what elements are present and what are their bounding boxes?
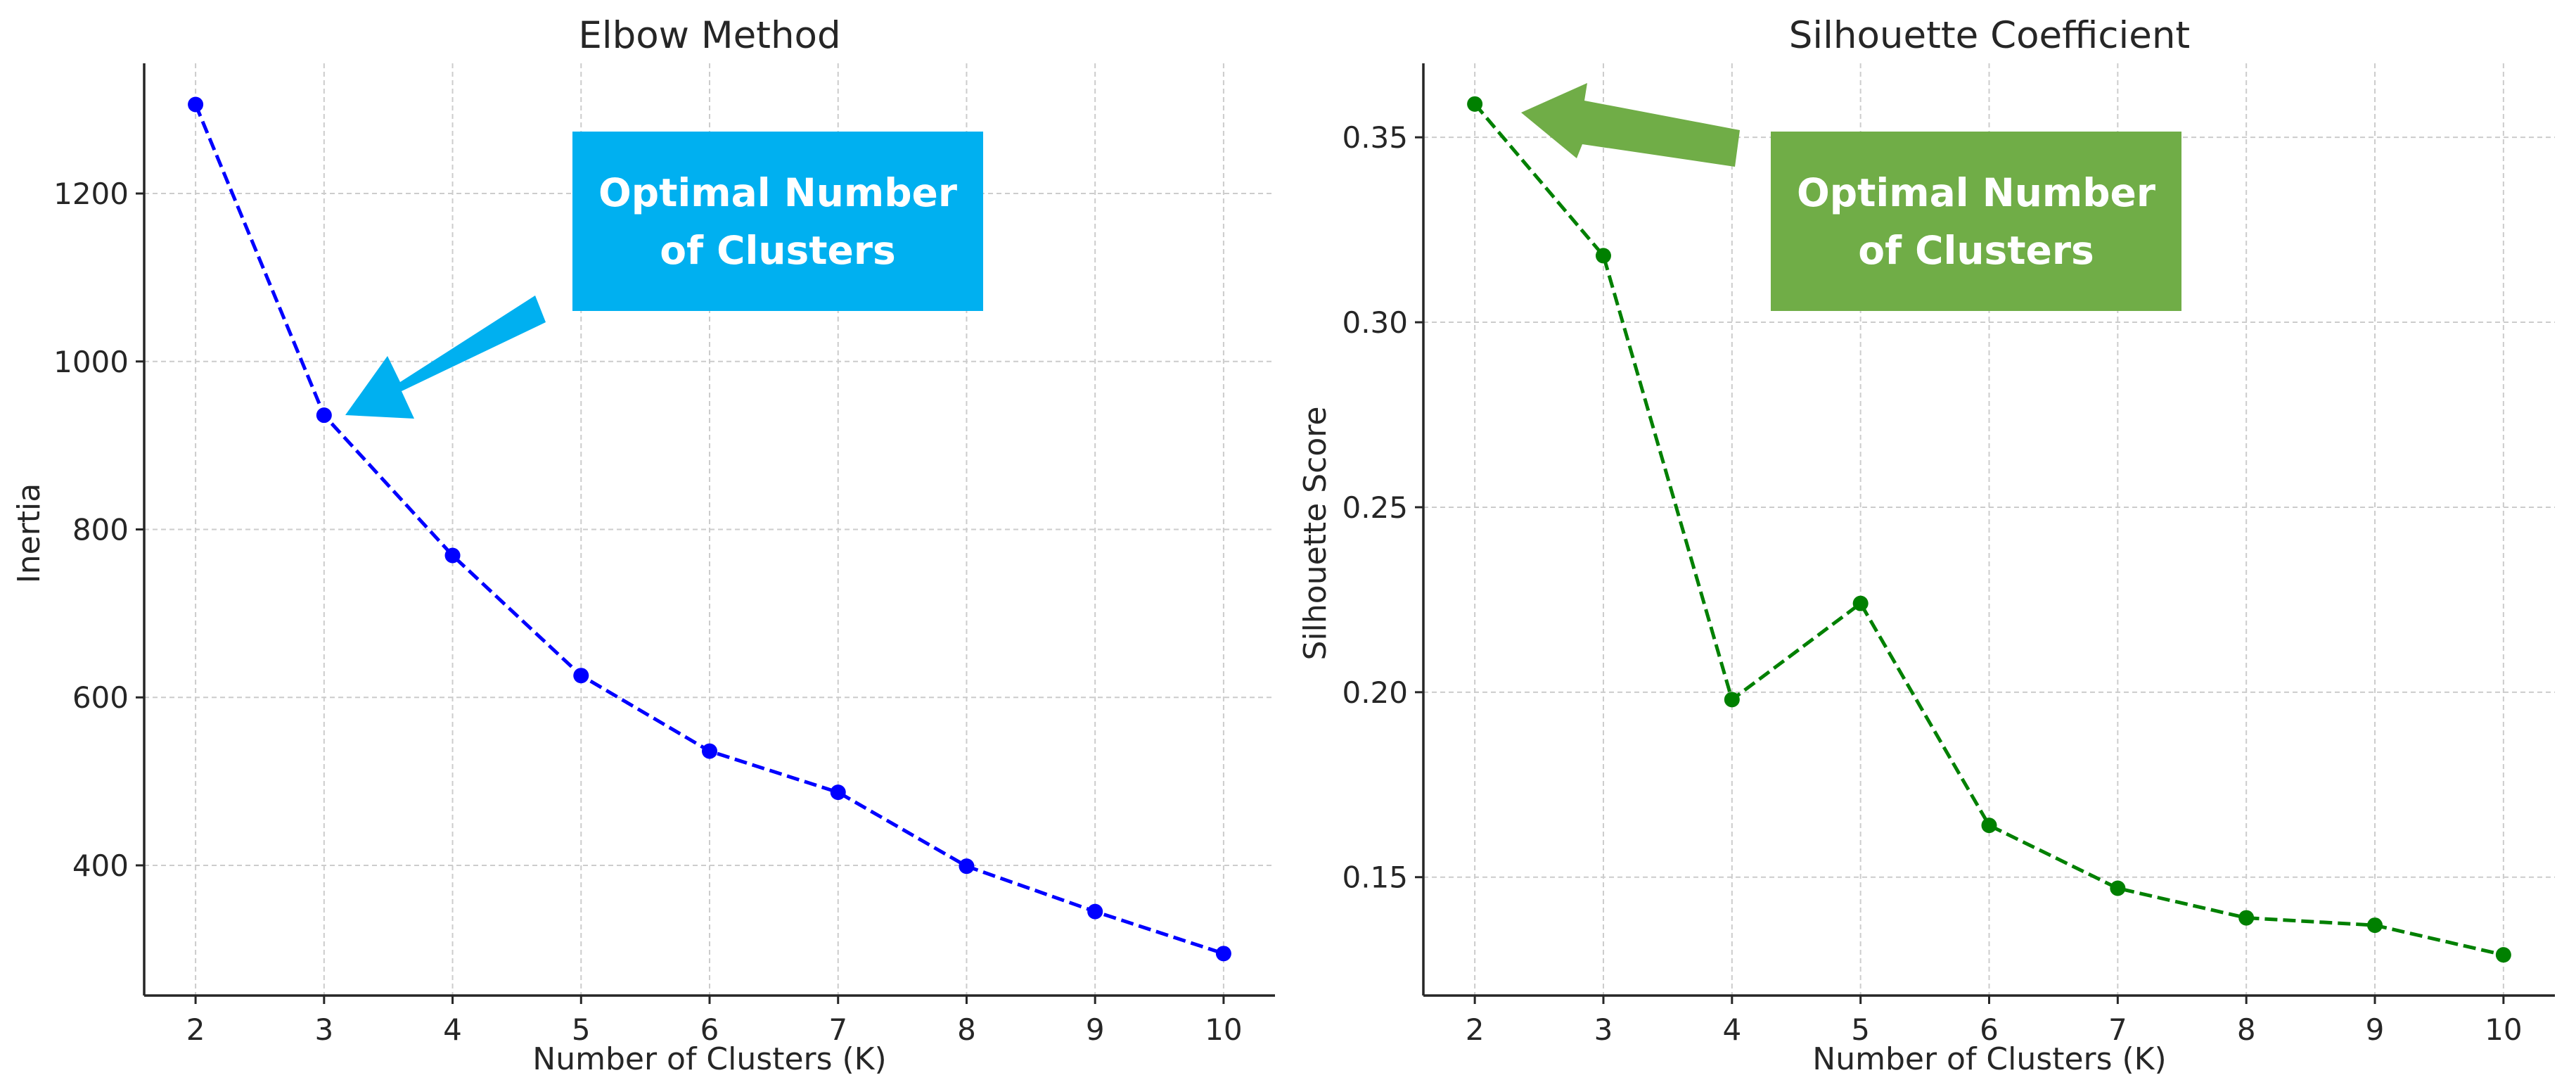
silhouette-chart-title: Silhouette Coefficient xyxy=(1789,14,2190,57)
elbow-y-tick-label: 1000 xyxy=(53,345,129,379)
silhouette-y-axis-label: Silhouette Score xyxy=(1297,407,1333,661)
silhouette-data-point xyxy=(1981,818,1997,834)
silhouette-data-point xyxy=(2238,910,2255,926)
elbow-callout-line1: Optimal Number xyxy=(598,170,957,215)
silhouette-y-tick-label: 0.25 xyxy=(1342,490,1408,525)
elbow-y-tick-label: 1200 xyxy=(53,177,129,211)
silhouette-callout-line1: Optimal Number xyxy=(1797,170,2155,215)
elbow-chart-title: Elbow Method xyxy=(578,14,840,57)
elbow-y-tick-label: 600 xyxy=(72,680,129,715)
elbow-x-tick-label: 2 xyxy=(186,1012,205,1047)
elbow-y-tick-label: 400 xyxy=(72,848,129,883)
silhouette-x-axis-label: Number of Clusters (K) xyxy=(1812,1041,2166,1077)
elbow-chart: Elbow Method 2 3 4 5 6 7 8 9 10 400 600 800 1000 120… xyxy=(11,14,1275,1077)
silhouette-x-tick-label: 8 xyxy=(2237,1012,2256,1047)
silhouette-x-tick-label: 2 xyxy=(1466,1012,1485,1047)
silhouette-y-ticks: 0.15 0.20 0.25 0.30 0.35 xyxy=(1342,120,1423,895)
silhouette-x-ticks: 2 3 4 5 6 7 8 9 10 xyxy=(1466,996,2523,1047)
elbow-x-tick-label: 5 xyxy=(572,1012,591,1047)
silhouette-data-point xyxy=(2495,947,2511,963)
elbow-callout-line2: of Clusters xyxy=(660,228,895,273)
elbow-data-point xyxy=(188,96,204,113)
silhouette-x-tick-label: 10 xyxy=(2485,1012,2522,1047)
elbow-x-tick-label: 6 xyxy=(700,1012,719,1047)
silhouette-x-tick-label: 3 xyxy=(1594,1012,1613,1047)
elbow-y-axis-label: Inertia xyxy=(11,483,47,583)
silhouette-callout-arrow xyxy=(1521,83,1740,167)
silhouette-callout-line2: of Clusters xyxy=(1858,228,2094,273)
elbow-x-ticks: 2 3 4 5 6 7 8 9 10 xyxy=(186,996,1243,1047)
silhouette-data-point xyxy=(1724,692,1740,708)
elbow-callout-box xyxy=(572,132,983,311)
silhouette-data-point xyxy=(1852,595,1869,611)
elbow-x-tick-label: 9 xyxy=(1086,1012,1105,1047)
elbow-x-tick-label: 4 xyxy=(443,1012,462,1047)
silhouette-x-tick-label: 9 xyxy=(2366,1012,2385,1047)
silhouette-series xyxy=(1467,96,2511,963)
silhouette-data-point xyxy=(1467,96,1483,112)
elbow-data-point xyxy=(1087,903,1103,920)
silhouette-x-tick-label: 5 xyxy=(1851,1012,1870,1047)
silhouette-x-tick-label: 4 xyxy=(1722,1012,1741,1047)
silhouette-data-point xyxy=(2367,917,2383,934)
silhouette-series-line xyxy=(1473,103,2504,957)
elbow-data-point xyxy=(316,407,332,424)
elbow-callout-arrow xyxy=(345,295,546,419)
silhouette-y-tick-label: 0.20 xyxy=(1342,675,1408,710)
elbow-x-tick-label: 3 xyxy=(314,1012,333,1047)
elbow-data-point xyxy=(830,784,846,801)
elbow-data-point xyxy=(959,858,975,875)
elbow-data-point xyxy=(573,668,589,684)
silhouette-y-tick-label: 0.30 xyxy=(1342,305,1408,340)
silhouette-callout-box xyxy=(1771,132,2181,311)
silhouette-chart: Silhouette Coefficient 2 3 4 5 6 7 8 9 10 0.150.… xyxy=(1297,14,2555,1077)
silhouette-x-tick-label: 7 xyxy=(2108,1012,2127,1047)
elbow-x-tick-label: 10 xyxy=(1205,1012,1242,1047)
elbow-series xyxy=(188,96,1231,962)
elbow-x-axis-label: Number of Clusters (K) xyxy=(532,1041,886,1077)
elbow-x-tick-label: 8 xyxy=(957,1012,976,1047)
elbow-data-point xyxy=(1215,946,1231,962)
elbow-y-tick-label: 800 xyxy=(72,513,129,547)
silhouette-data-point xyxy=(1595,248,1611,264)
elbow-data-point xyxy=(444,547,461,564)
elbow-x-tick-label: 7 xyxy=(828,1012,847,1047)
silhouette-y-tick-label: 0.35 xyxy=(1342,120,1408,155)
silhouette-x-tick-label: 6 xyxy=(1980,1012,1999,1047)
silhouette-data-point xyxy=(2110,880,2126,896)
elbow-data-point xyxy=(702,743,717,759)
elbow-y-ticks: 400 600 800 1000 1200 xyxy=(53,177,144,883)
silhouette-y-tick-label: 0.15 xyxy=(1342,860,1408,895)
